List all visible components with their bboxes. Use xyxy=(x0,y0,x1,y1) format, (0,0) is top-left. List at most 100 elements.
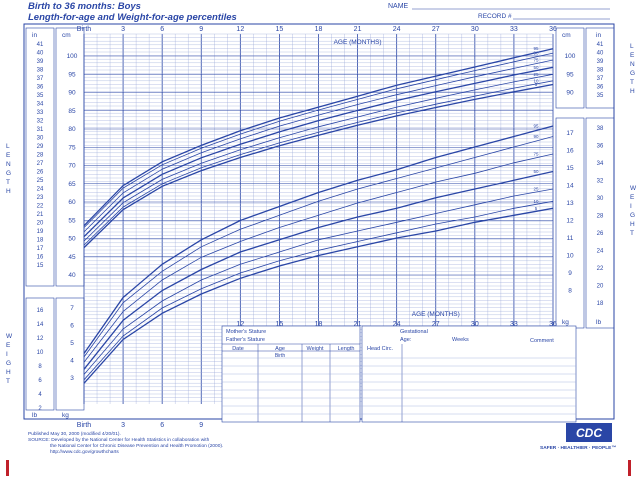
in-unit-left: in xyxy=(32,32,37,39)
inch-tick-left: 22 xyxy=(37,204,44,210)
inch-tick-left: 27 xyxy=(37,161,44,167)
inch-tick-left: 37 xyxy=(37,76,44,82)
lb-tick-left: 12 xyxy=(37,336,44,342)
lb-tick-left: 8 xyxy=(38,364,42,370)
cm-tick-left: 95 xyxy=(68,71,76,78)
kg-tick-left: 4 xyxy=(70,358,74,365)
slide-mark-right xyxy=(628,460,631,476)
weight-curve-25 xyxy=(83,188,554,375)
length-percentile-label: 25 xyxy=(534,72,540,77)
inch-tick-left: 41 xyxy=(37,42,44,48)
age-tick-top: 6 xyxy=(160,26,164,33)
inch-tick-right: 40 xyxy=(597,51,604,57)
cm-tick-left: 100 xyxy=(67,53,78,60)
cm-scale-right xyxy=(555,27,585,109)
chart-subtitle: Length-for-age and Weight-for-age percen… xyxy=(28,12,237,23)
weight-curve-75 xyxy=(83,153,554,363)
lb-tick-left: 16 xyxy=(37,308,44,314)
inch-tick-left: 40 xyxy=(37,51,44,57)
in-unit-right: in xyxy=(596,32,601,39)
lb-tick-right: 20 xyxy=(597,284,604,290)
inch-tick-left: 28 xyxy=(37,153,44,159)
inch-tick-left: 20 xyxy=(37,221,44,227)
lb-tick-right: 26 xyxy=(597,231,604,237)
table-col-header: Weight xyxy=(306,346,323,352)
lb-tick-left: 4 xyxy=(38,392,42,398)
cdc-url: http://www.cdc.gov/growthcharts xyxy=(50,449,119,455)
inch-tick-left: 39 xyxy=(37,59,44,65)
age-tick-mid: 18 xyxy=(315,321,323,328)
cdc-logo xyxy=(566,423,612,442)
age-tick-bottom: 3 xyxy=(121,422,125,429)
cm-unit-right: cm xyxy=(562,32,571,39)
kg-tick-left: 6 xyxy=(70,323,74,330)
lb-tick-right: 28 xyxy=(597,214,604,220)
weight-percentile-label: 50 xyxy=(534,169,540,174)
lb-scale-right xyxy=(585,117,615,329)
lb-tick-right: 36 xyxy=(597,144,604,150)
mothers-stature-label: Mother's Stature xyxy=(226,329,266,335)
lb-tick-right: 38 xyxy=(597,126,604,132)
inch-tick-left: 30 xyxy=(37,136,44,142)
cm-tick-left: 80 xyxy=(68,126,76,133)
cdc-logo-text: CDC xyxy=(576,426,602,440)
inch-tick-left: 31 xyxy=(37,127,44,133)
cm-tick-left: 70 xyxy=(68,163,76,170)
age-tick-top: 30 xyxy=(471,26,479,33)
weight-percentile-label: 10 xyxy=(534,199,540,204)
kg-tick-right: 9 xyxy=(568,270,572,277)
age-tick-top: 21 xyxy=(354,26,362,33)
birth-row-label: Birth xyxy=(275,353,286,359)
kg-unit-left: kg xyxy=(62,412,69,419)
gestational-label: Gestational xyxy=(400,329,428,335)
source-note-2: the National Center for Chronic Disease … xyxy=(50,443,223,449)
kg-tick-left: 3 xyxy=(70,375,74,382)
inch-tick-left: 16 xyxy=(37,255,44,261)
cm-tick-left: 60 xyxy=(68,199,76,206)
age-tick-top: 12 xyxy=(236,26,244,33)
weight-percentile-label: 90 xyxy=(534,134,540,139)
length-percentile-label: 50 xyxy=(534,65,540,70)
kg-tick-right: 14 xyxy=(566,183,574,190)
comment-label: Comment xyxy=(530,338,554,344)
inch-tick-left: 24 xyxy=(37,187,44,193)
length-curve-10 xyxy=(83,80,554,246)
slide-mark-left xyxy=(6,460,9,476)
age-tick-top: 18 xyxy=(315,26,323,33)
lb-scale-left xyxy=(25,297,55,411)
gestational-age-label: Age: xyxy=(400,337,412,343)
inch-tick-left: 36 xyxy=(37,85,44,91)
kg-tick-right: 17 xyxy=(566,130,574,137)
lb-unit-left: lb xyxy=(32,412,37,419)
lb-tick-right: 32 xyxy=(597,179,604,185)
name-label: NAME xyxy=(388,3,409,10)
age-tick-mid: 30 xyxy=(471,321,479,328)
cm-tick-left: 45 xyxy=(68,254,76,261)
record-label: RECORD # xyxy=(478,13,512,20)
kg-tick-right: 8 xyxy=(568,288,572,295)
inch-tick-left: 38 xyxy=(37,68,44,74)
weight-percentile-label: 95 xyxy=(534,124,540,129)
length-percentile-label: 5 xyxy=(535,82,538,87)
age-tick-bottom: Birth xyxy=(77,422,92,429)
age-tick-bottom: 9 xyxy=(199,422,203,429)
age-tick-mid: 12 xyxy=(236,321,244,328)
lb-tick-right: 30 xyxy=(597,196,604,202)
age-tick-mid: 33 xyxy=(510,321,518,328)
lb-tick-left: 10 xyxy=(37,350,44,356)
kg-scale-left xyxy=(55,297,85,411)
age-tick-top: 24 xyxy=(393,26,401,33)
table-col-header: Date xyxy=(232,346,244,352)
kg-unit-right: kg xyxy=(562,319,569,326)
weight-curve-95 xyxy=(83,125,554,354)
age-tick-mid: 36 xyxy=(549,321,557,328)
weight-percentile-label: 5 xyxy=(535,206,538,211)
inch-tick-left: 17 xyxy=(37,246,44,252)
inch-tick-right: 35 xyxy=(597,93,604,99)
inch-tick-left: 32 xyxy=(37,119,44,125)
length-percentile-label: 75 xyxy=(534,58,540,63)
age-tick-mid: 15 xyxy=(276,321,284,328)
chart-title: Birth to 36 months: Boys xyxy=(28,1,141,12)
